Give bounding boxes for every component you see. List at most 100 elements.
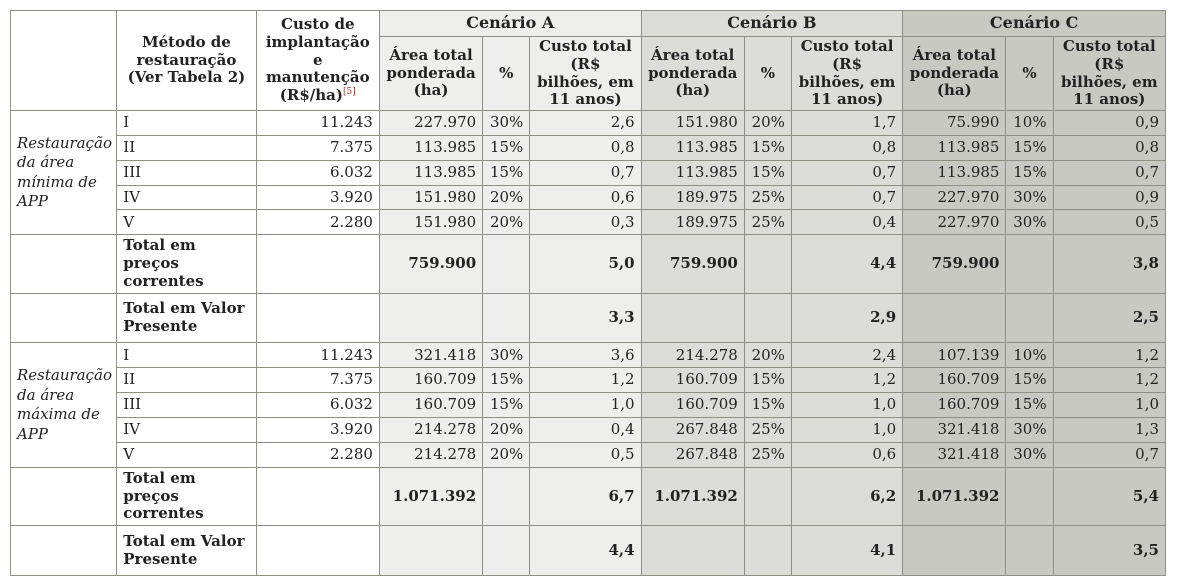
empty-cell xyxy=(9,525,118,576)
empty-cell xyxy=(482,525,531,576)
total-cost-cell: 6,2 xyxy=(790,466,904,527)
table-row: Restauração da área mínima de APP I 11.243… xyxy=(9,109,1167,236)
pct-cell: 15% xyxy=(1005,392,1054,419)
unit-cost-cell: 7.375 xyxy=(255,134,380,161)
area-cell: 214.278 xyxy=(378,441,484,468)
total-present-cost-cell: 3,5 xyxy=(1052,525,1167,576)
area-cell: 214.278 xyxy=(378,417,484,443)
total-present-cost-cell: 4,1 xyxy=(790,525,904,576)
pct-header: % xyxy=(743,36,792,111)
unit-cost-cell: 3.920 xyxy=(255,184,380,211)
cost-header: Custo de implantação e manutenção (R$/ha… xyxy=(255,10,380,111)
area-cell: 267.848 xyxy=(640,417,745,443)
pct-cell: 10% xyxy=(1005,342,1054,369)
cost-total-cell: 2,6 xyxy=(529,110,642,136)
empty-cell xyxy=(902,525,1007,576)
method-cell: V xyxy=(116,209,257,236)
cost-total-header: Custo total (R$ bilhões, em 11 anos) xyxy=(790,36,904,111)
cost-total-cell: 0,7 xyxy=(1052,441,1167,468)
cost-total-cell: 1,0 xyxy=(790,417,904,443)
pct-cell: 15% xyxy=(743,392,792,419)
method-cell: II xyxy=(116,134,257,161)
area-cell: 113.985 xyxy=(902,134,1007,161)
scenario-b-header: Cenário B xyxy=(640,10,904,37)
method-cell: IV xyxy=(116,184,257,211)
pct-cell: 15% xyxy=(1005,367,1054,394)
pct-cell: 20% xyxy=(482,209,531,236)
cost-total-cell: 0,7 xyxy=(1052,159,1167,186)
empty-cell xyxy=(482,292,531,344)
pct-cell: 15% xyxy=(743,134,792,161)
total-area-cell: 1.071.392 xyxy=(902,466,1007,527)
unit-cost-cell: 3.920 xyxy=(255,417,380,443)
total-label: Total em Valor Presente xyxy=(116,525,257,576)
total-present-row: Total em Valor Presente 4,4 4,1 3,5 xyxy=(9,525,1167,576)
area-cell: 321.418 xyxy=(378,342,484,369)
cost-total-cell: 0,3 xyxy=(529,209,642,236)
cost-total-cell: 0,4 xyxy=(790,209,904,236)
pct-cell: 30% xyxy=(1005,209,1054,236)
area-cell: 189.975 xyxy=(640,184,745,211)
area-cell: 227.970 xyxy=(902,209,1007,236)
method-cell: II xyxy=(116,367,257,394)
total-label: Total em preços correntes xyxy=(116,234,257,294)
area-cell: 107.139 xyxy=(902,342,1007,369)
unit-cost-cell: 11.243 xyxy=(255,110,380,136)
area-cell: 160.709 xyxy=(640,392,745,419)
area-header: Área total ponderada (ha) xyxy=(902,36,1007,111)
cost-total-cell: 0,8 xyxy=(1052,134,1167,161)
unit-cost-cell: 11.243 xyxy=(255,342,380,369)
pct-cell: 25% xyxy=(743,417,792,443)
cost-total-cell: 0,7 xyxy=(790,184,904,211)
table-body: Restauração da área mínima de APP I 11.243… xyxy=(9,109,1167,576)
cost-total-header: Custo total (R$ bilhões, em 11 anos) xyxy=(529,36,642,111)
pct-cell: 20% xyxy=(743,342,792,369)
area-header: Área total ponderada (ha) xyxy=(378,36,484,111)
table-row: IV 3.920 151.980 20% 0,6 189.975 25% 0,7 227.970… xyxy=(11,184,1167,211)
cost-total-header: Custo total (R$ bilhões, em 11 anos) xyxy=(1052,36,1167,111)
pct-header: % xyxy=(482,36,531,111)
cost-total-cell: 0,4 xyxy=(529,417,642,443)
area-cell: 160.709 xyxy=(640,367,745,394)
cost-total-cell: 2,4 xyxy=(790,342,904,369)
total-cost-cell: 3,8 xyxy=(1052,234,1167,294)
area-cell: 160.709 xyxy=(902,367,1007,394)
pct-cell: 30% xyxy=(1005,441,1054,468)
pct-cell: 15% xyxy=(482,392,531,419)
unit-cost-cell: 6.032 xyxy=(255,392,380,419)
cost-total-cell: 0,9 xyxy=(1052,110,1167,136)
empty-cell xyxy=(1005,525,1054,576)
empty-cell xyxy=(902,292,1007,344)
method-cell: I xyxy=(116,342,257,369)
area-cell: 151.980 xyxy=(640,110,745,136)
cost-total-cell: 0,6 xyxy=(790,441,904,468)
method-cell: IV xyxy=(116,417,257,443)
cost-total-cell: 1,2 xyxy=(1052,342,1167,369)
table-row: II 7.375 113.985 15% 0,8 113.985 15% 0,8 113.985… xyxy=(11,134,1167,161)
pct-cell: 20% xyxy=(482,441,531,468)
scenario-a-header: Cenário A xyxy=(378,10,642,37)
cost-total-cell: 0,7 xyxy=(529,159,642,186)
cost-total-cell: 0,6 xyxy=(529,184,642,211)
empty-cell xyxy=(743,525,792,576)
cost-total-cell: 1,2 xyxy=(1052,367,1167,394)
area-cell: 113.985 xyxy=(902,159,1007,186)
cost-total-cell: 3,6 xyxy=(529,342,642,369)
total-label: Total em Valor Presente xyxy=(116,292,257,344)
cost-header-text: Custo de implantação e manutenção (R$/ha… xyxy=(265,15,370,105)
cost-total-cell: 0,9 xyxy=(1052,184,1167,211)
pct-cell: 25% xyxy=(743,209,792,236)
total-present-cost-cell: 2,9 xyxy=(790,292,904,344)
empty-cell xyxy=(255,466,380,527)
area-cell: 189.975 xyxy=(640,209,745,236)
table-row: V 2.280 151.980 20% 0,3 189.975 25% 0,4 227.970 3… xyxy=(11,209,1167,236)
pct-cell: 30% xyxy=(1005,184,1054,211)
cost-total-cell: 1,7 xyxy=(790,110,904,136)
pct-header: % xyxy=(1005,36,1054,111)
pct-cell: 10% xyxy=(1005,110,1054,136)
total-area-cell: 759.900 xyxy=(378,234,484,294)
empty-cell xyxy=(9,466,118,527)
area-cell: 160.709 xyxy=(378,367,484,394)
area-cell: 113.985 xyxy=(378,159,484,186)
unit-cost-cell: 6.032 xyxy=(255,159,380,186)
